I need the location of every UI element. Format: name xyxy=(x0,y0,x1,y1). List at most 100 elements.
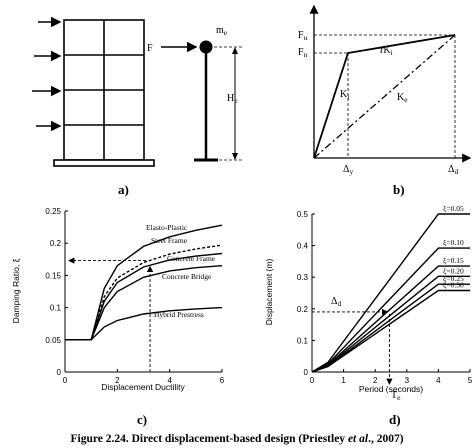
series-line-0-05 xyxy=(311,213,470,373)
frame-building xyxy=(53,19,155,167)
panel-a: F me He a) xyxy=(32,16,244,197)
lumped-mass xyxy=(199,40,213,54)
series-label-concrete-bridge: Concrete Bridge xyxy=(162,272,212,281)
fn-label: F xyxy=(298,47,304,58)
caption-prefix: Figure 2.24. Direct displacement-based d… xyxy=(70,433,347,445)
lateral-load-arrows xyxy=(32,16,62,132)
svg-text:Ki: Ki xyxy=(340,89,349,101)
y-tick-label: 0.5 xyxy=(297,210,309,219)
y-tick-label: 0.15 xyxy=(45,271,61,280)
dd-label: Δ xyxy=(448,164,455,175)
ke-label: K xyxy=(397,92,405,103)
panel-c-guide xyxy=(68,257,154,372)
te-label: T xyxy=(391,390,397,401)
series-label-0-15: ξ=0.15 xyxy=(443,256,464,265)
panel-d-guide xyxy=(312,308,393,385)
svg-text:Δd: Δd xyxy=(448,164,458,176)
svg-text:Ke: Ke xyxy=(397,92,408,104)
y-tick-label: 0.2 xyxy=(297,305,309,314)
y-tick-label: 0.1 xyxy=(297,336,309,345)
panel-b: Fu Fn rKi Ki Ke Δy Δd b) xyxy=(298,4,472,197)
rk-sub: i xyxy=(391,48,393,57)
y-tick-label: 0.2 xyxy=(50,239,62,248)
ki-sub: i xyxy=(347,92,349,101)
svg-text:Δd: Δd xyxy=(331,296,341,308)
ke-sub: e xyxy=(404,95,408,104)
y-tick-label: 0.1 xyxy=(50,304,62,313)
svg-text:Δy: Δy xyxy=(343,164,353,176)
caption-italic: et al xyxy=(348,433,369,445)
panel-c: 0 2 4 6 0 0.05 0.1 0.15 0.2 0.25 Elasto-Plastic S… xyxy=(11,207,225,427)
delta-d-label: Δ xyxy=(331,296,338,307)
rk-label: rK xyxy=(380,45,391,56)
dd-sub: d xyxy=(454,167,458,176)
height-label: H xyxy=(227,93,234,104)
series-line-concrete-frame xyxy=(65,252,223,341)
series-label-0-10: ξ=0.10 xyxy=(443,238,464,247)
panel-c-xlabel: Displacement Ductility xyxy=(101,382,185,392)
caption-suffix: ., 2007) xyxy=(368,433,404,445)
x-tick-label: 5 xyxy=(468,376,473,385)
panel-d-xlabel: Period (seconds) xyxy=(359,384,423,394)
y-tick-label: 0 xyxy=(304,368,309,377)
ki-label: K xyxy=(340,89,348,100)
svg-text:Fn: Fn xyxy=(298,47,308,59)
series-line-hybrid-prestress xyxy=(65,306,223,341)
force-label: F xyxy=(147,43,153,54)
series-label-elasto-plastic: Elasto-Plastic xyxy=(146,223,188,232)
series-label-0-20: ξ=0.20 xyxy=(443,266,464,275)
y-tick-label: 0.25 xyxy=(45,207,61,216)
panel-c-ticks: 0 2 4 6 0 0.05 0.1 0.15 0.2 0.25 xyxy=(45,207,224,385)
series-label-0-05: ξ=0.05 xyxy=(443,204,464,213)
series-line-0-30 xyxy=(311,289,470,373)
mass-label: m xyxy=(216,25,224,36)
panel-d-label: d) xyxy=(389,412,401,427)
panel-b-guides xyxy=(314,34,456,158)
mass-sub: e xyxy=(224,28,228,37)
sdof-model: F me He xyxy=(147,25,244,162)
panel-d: 0 1 2 3 4 5 0 0.1 0.2 0.3 0.4 0.5 ξ=0.05 ξ=0.10 ξ=0.1… xyxy=(264,204,473,427)
x-tick-label: 4 xyxy=(436,376,441,385)
x-tick-label: 0 xyxy=(63,376,68,385)
delta-d-sub: d xyxy=(337,299,341,308)
series-label-hybrid-prestress: Hybrid Prestress xyxy=(154,310,204,319)
panel-d-ylabel: Displacement (m) xyxy=(264,259,274,326)
panel-c-frame xyxy=(64,211,222,373)
series-label-steel-frame: Steel Frame xyxy=(151,236,188,245)
dy-label: Δ xyxy=(343,164,350,175)
y-tick-label: 0 xyxy=(57,368,62,377)
panel-b-axes xyxy=(309,4,472,163)
x-tick-label: 2 xyxy=(115,376,120,385)
figure-caption: Figure 2.24. Direct displacement-based d… xyxy=(70,433,403,445)
series-label-0-25: ξ=0.25 xyxy=(443,274,464,283)
y-tick-label: 0.4 xyxy=(297,242,309,251)
panel-d-ticks: 0 1 2 3 4 5 0 0.1 0.2 0.3 0.4 0.5 xyxy=(297,210,473,385)
x-tick-label: 0 xyxy=(310,376,315,385)
svg-text:rKi: rKi xyxy=(380,45,393,57)
x-tick-label: 1 xyxy=(341,376,346,385)
panel-b-label: b) xyxy=(393,182,405,197)
fu-sub: u xyxy=(304,33,308,42)
panel-d-frame xyxy=(311,214,470,373)
effective-stiffness-line xyxy=(313,34,456,159)
panel-c-label: c) xyxy=(137,412,147,427)
svg-text:Te: Te xyxy=(391,390,401,402)
panel-d-series-labels: ξ=0.05 ξ=0.10 ξ=0.15ξ=0.20ξ=0.25ξ=0.30 xyxy=(443,204,464,289)
panel-c-series xyxy=(65,224,223,341)
fn-sub: n xyxy=(304,50,308,59)
x-tick-label: 3 xyxy=(405,376,410,385)
te-sub: e xyxy=(397,393,401,402)
y-tick-label: 0.3 xyxy=(297,273,309,282)
series-line-concrete-bridge xyxy=(65,265,223,341)
fu-label: F xyxy=(298,30,304,41)
series-line-elasto-plastic xyxy=(65,224,223,341)
x-tick-label: 4 xyxy=(167,376,172,385)
x-tick-label: 6 xyxy=(220,376,225,385)
panel-d-series xyxy=(311,213,470,373)
svg-text:He: He xyxy=(227,93,238,105)
svg-text:me: me xyxy=(216,25,228,37)
dy-sub: y xyxy=(349,167,353,176)
y-tick-label: 0.05 xyxy=(45,336,61,345)
x-tick-label: 2 xyxy=(373,376,378,385)
